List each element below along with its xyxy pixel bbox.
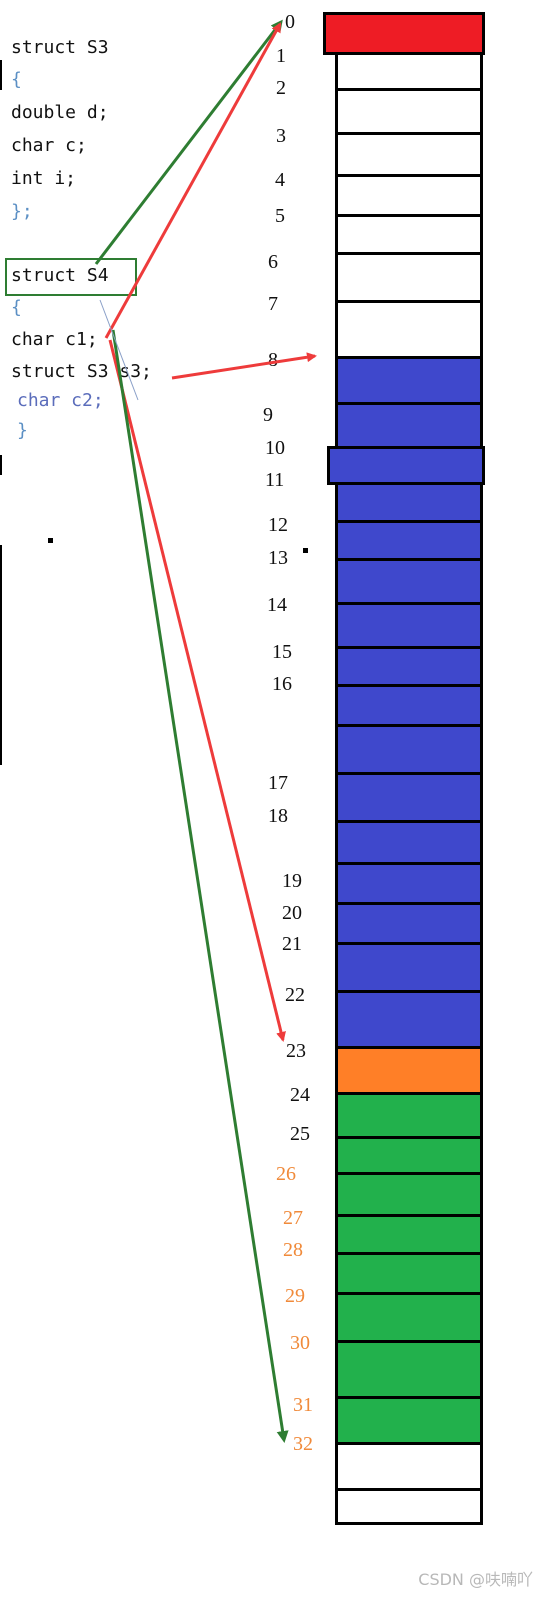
offset-label-16: 16 — [272, 673, 292, 695]
offset-label-3: 3 — [276, 125, 286, 147]
memory-cell — [335, 602, 483, 649]
memory-cell — [335, 1214, 483, 1255]
offset-label-15: 15 — [272, 641, 292, 663]
offset-label-8: 8 — [268, 349, 278, 371]
code-s3-field-d: double d; — [11, 102, 109, 123]
memory-cell — [335, 558, 483, 605]
memory-cell — [335, 300, 483, 359]
memory-cell — [335, 252, 483, 303]
offset-label-7: 7 — [268, 293, 278, 315]
thin-line-c2 — [99, 299, 139, 401]
memory-cell — [335, 1252, 483, 1295]
memory-cell — [335, 402, 483, 449]
memory-cell — [335, 520, 483, 561]
code-s3-open-brace: { — [11, 69, 22, 90]
memory-cell — [335, 820, 483, 865]
left-edge-line-2 — [0, 455, 2, 475]
offset-label-30: 30 — [290, 1332, 310, 1354]
code-s4-open-brace: { — [11, 297, 22, 318]
offset-label-32: 32 — [293, 1433, 313, 1455]
arrow-to-32-green — [111, 329, 289, 1443]
memory-cell — [335, 942, 483, 993]
code-s3-field-c: char c; — [11, 135, 87, 156]
offset-label-27: 27 — [283, 1207, 303, 1229]
arrow-s3-to-8-red — [171, 352, 317, 380]
memory-cell — [335, 1396, 483, 1445]
memory-cell — [323, 12, 485, 55]
memory-cell — [335, 862, 483, 905]
offset-label-26: 26 — [276, 1163, 296, 1185]
offset-label-29: 29 — [285, 1285, 305, 1307]
offset-label-14: 14 — [267, 594, 287, 616]
memory-cell — [335, 1136, 483, 1175]
offset-label-6: 6 — [268, 251, 278, 273]
memory-cell — [335, 1172, 483, 1217]
code-s3-field-i: int i; — [11, 168, 77, 189]
watermark: CSDN @呋喃吖 — [418, 1570, 533, 1589]
offset-label-17: 17 — [268, 772, 288, 794]
memory-cell — [335, 724, 483, 775]
code-s3-decl: struct S3 — [11, 37, 109, 58]
offset-label-4: 4 — [275, 169, 285, 191]
offset-label-28: 28 — [283, 1239, 303, 1261]
code-s4-field-s3: struct S3 s3; — [11, 361, 152, 382]
offset-label-13: 13 — [268, 547, 288, 569]
offset-label-20: 20 — [282, 902, 302, 924]
memory-cell — [335, 1292, 483, 1343]
memory-cell — [335, 482, 483, 523]
memory-cell — [335, 1046, 483, 1095]
offset-label-10: 10 — [265, 437, 285, 459]
left-edge-line-3 — [0, 545, 2, 765]
memory-cell — [335, 132, 483, 177]
offset-label-12: 12 — [268, 514, 288, 536]
offset-label-19: 19 — [282, 870, 302, 892]
memory-cell — [335, 52, 483, 91]
memory-cell — [335, 88, 483, 135]
code-s4-decl: struct S4 — [11, 265, 109, 286]
memory-cell — [335, 356, 483, 405]
code-s4-close-brace: } — [17, 420, 28, 441]
arrow-s4-to-0-green — [94, 19, 283, 265]
memory-cell — [335, 1442, 483, 1491]
offset-label-0: 0 — [285, 11, 295, 33]
memory-cell — [335, 1340, 483, 1399]
memory-cell — [335, 684, 483, 727]
offset-label-2: 2 — [276, 77, 286, 99]
offset-label-11: 11 — [265, 469, 285, 491]
offset-label-22: 22 — [285, 984, 305, 1006]
offset-label-25: 25 — [290, 1123, 310, 1145]
memory-cell — [335, 990, 483, 1049]
offset-label-21: 21 — [282, 933, 302, 955]
offset-label-24: 24 — [290, 1084, 310, 1106]
memory-cell — [327, 446, 485, 485]
offset-label-31: 31 — [293, 1394, 313, 1416]
code-s3-close-brace: }; — [11, 201, 33, 222]
code-s4-field-c1: char c1; — [11, 329, 98, 350]
offset-label-1: 1 — [276, 45, 286, 67]
memory-cell — [335, 174, 483, 217]
stray-dot-2 — [303, 548, 308, 553]
offset-label-23: 23 — [286, 1040, 306, 1062]
offset-label-5: 5 — [275, 205, 285, 227]
memory-cell — [335, 214, 483, 255]
offset-label-9: 9 — [263, 404, 273, 426]
code-s4-field-c2: char c2; — [17, 390, 104, 411]
memory-cell — [335, 1488, 483, 1525]
memory-cell — [335, 772, 483, 823]
arrow-c2-to-23-red — [108, 339, 286, 1042]
stray-dot — [48, 538, 53, 543]
offset-label-18: 18 — [268, 805, 288, 827]
memory-cell — [335, 646, 483, 687]
memory-cell — [335, 902, 483, 945]
left-edge-line — [0, 60, 2, 90]
memory-cell — [335, 1092, 483, 1139]
